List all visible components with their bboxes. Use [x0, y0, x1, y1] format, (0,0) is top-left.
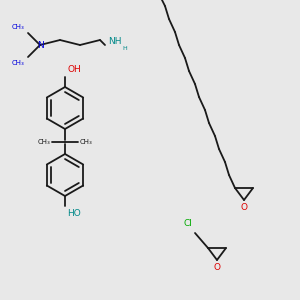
Text: N: N: [38, 41, 44, 50]
Text: O: O: [241, 203, 248, 212]
Text: CH₃: CH₃: [12, 60, 24, 66]
Text: O: O: [214, 263, 220, 272]
Text: HO: HO: [67, 208, 81, 217]
Text: CH₃: CH₃: [12, 24, 24, 30]
Text: NH: NH: [108, 38, 122, 46]
Text: CH₃: CH₃: [80, 139, 92, 145]
Text: H: H: [123, 46, 128, 52]
Text: OH: OH: [67, 65, 81, 74]
Text: Cl: Cl: [184, 220, 192, 229]
Text: CH₃: CH₃: [38, 139, 50, 145]
